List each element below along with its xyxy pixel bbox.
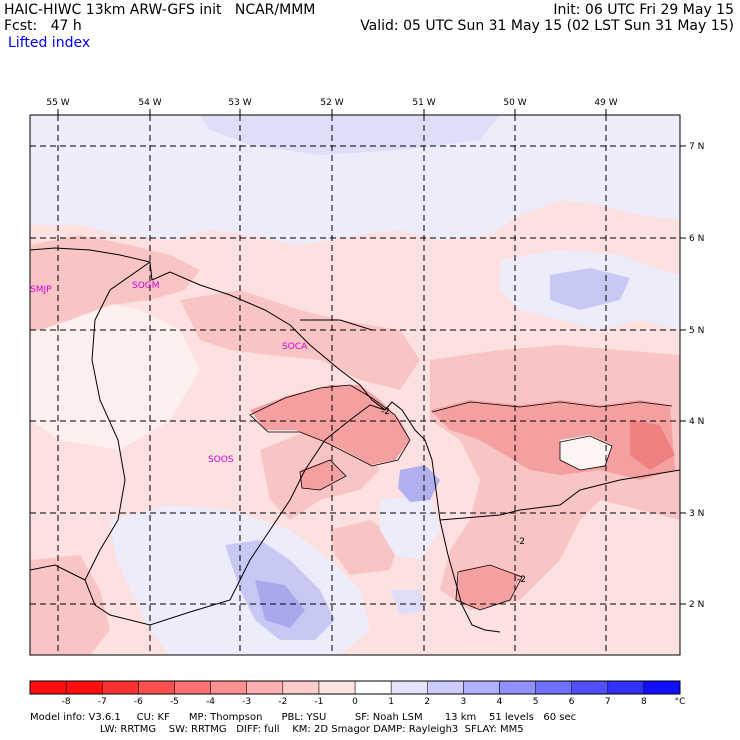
colorbar-tick-label: 7 — [605, 697, 611, 707]
lon-label: 50 W — [503, 98, 526, 108]
lat-label: 6 N — [689, 234, 704, 244]
colorbar-cell — [643, 680, 681, 695]
contour-label: -2 — [516, 537, 525, 547]
colorbar-tick-label: 8 — [641, 697, 647, 707]
colorbar-labels: -8 -7 -6 -5 -4 -3 -2 -1 0 1 2 3 4 5 6 7 8 — [62, 697, 647, 707]
colorbar-frame — [29, 680, 681, 695]
station-soos: SOOS — [208, 455, 234, 465]
lat-label: 5 N — [689, 326, 704, 336]
forecast-hour: Fcst: 47 h — [4, 18, 82, 34]
colorbar-tick-label: 5 — [533, 697, 539, 707]
station-labels: SMJP SOGM SOCA SOOS — [30, 281, 308, 465]
colorbar-cell — [463, 680, 500, 695]
colorbar-cell — [282, 680, 320, 695]
lon-label: 49 W — [594, 98, 617, 108]
lon-label: 55 W — [46, 98, 69, 108]
colorbar-cell — [246, 680, 284, 695]
contours — [249, 384, 673, 611]
colorbar-cell — [535, 680, 572, 695]
field-name: Lifted index — [8, 35, 91, 51]
lon-label: 53 W — [228, 98, 251, 108]
colorbar-cell — [65, 680, 103, 695]
map-frame — [29, 114, 681, 656]
colorbar-cell — [174, 680, 211, 695]
contour-value-labels: -2 -2 -2 — [381, 407, 526, 585]
colorbar-tick-label: -5 — [170, 697, 179, 707]
colorbar — [29, 680, 681, 695]
contour-label: -2 — [381, 407, 390, 417]
lon-label: 52 W — [320, 98, 343, 108]
colorbar-cell — [138, 680, 175, 695]
colorbar-unit: °C — [675, 697, 686, 707]
colorbar-cell — [426, 680, 464, 695]
colorbar-tick-label: 3 — [460, 697, 466, 707]
lat-label: 3 N — [689, 509, 704, 519]
model-info-line2: LW: RRTMG SW: RRTMG DIFF: full KM: 2D Sm… — [30, 724, 524, 735]
colorbar-cell — [390, 680, 428, 695]
lat-labels: 7 N 6 N 5 N 4 N 3 N 2 N — [689, 142, 704, 610]
init-time: Init: 06 UTC Fri 29 May 15 — [553, 2, 734, 18]
station-soca: SOCA — [282, 342, 308, 352]
lat-label: 2 N — [689, 600, 704, 610]
colorbar-tick-label: -2 — [278, 697, 287, 707]
colorbar-cell — [210, 680, 247, 695]
lon-label: 51 W — [412, 98, 435, 108]
contour-label: -2 — [517, 575, 526, 585]
colorbar-cell — [29, 680, 67, 695]
colorbar-tick-label: 6 — [569, 697, 575, 707]
colorbar-tick-label: -4 — [206, 697, 215, 707]
colorbar-tick-label: -1 — [314, 697, 323, 707]
lifted-index-field — [30, 115, 680, 655]
lon-labels: 55 W 54 W 53 W 52 W 51 W 50 W 49 W — [46, 98, 617, 108]
lat-label: 7 N — [689, 142, 704, 152]
lat-lon-grid — [30, 115, 680, 655]
station-sogm: SOGM — [132, 281, 160, 291]
colorbar-cell — [499, 680, 536, 695]
valid-time: Valid: 05 UTC Sun 31 May 15 (02 LST Sun … — [360, 18, 734, 34]
colorbar-cell — [607, 680, 645, 695]
model-info-line1: Model info: V3.6.1 CU: KF MP: Thompson P… — [30, 712, 577, 723]
colorbar-tick-label: -6 — [134, 697, 143, 707]
axis-ticks — [57, 109, 686, 605]
colorbar-cell — [571, 680, 609, 695]
lat-label: 4 N — [689, 417, 704, 427]
colorbar-cell — [318, 680, 356, 695]
colorbar-tick-label: 2 — [424, 697, 430, 707]
colorbar-tick-label: 1 — [388, 697, 394, 707]
station-smjp: SMJP — [30, 285, 52, 295]
coastlines — [30, 247, 680, 633]
lon-label: 54 W — [138, 98, 161, 108]
model-title: HAIC-HIWC 13km ARW-GFS init NCAR/MMM — [4, 2, 316, 18]
colorbar-tick-label: 4 — [497, 697, 503, 707]
colorbar-tick-label: 0 — [352, 697, 358, 707]
colorbar-cell — [101, 680, 139, 695]
colorbar-tick-label: -8 — [62, 697, 71, 707]
colorbar-cell — [354, 680, 392, 695]
colorbar-tick-label: -3 — [242, 697, 251, 707]
colorbar-tick-label: -7 — [98, 697, 107, 707]
